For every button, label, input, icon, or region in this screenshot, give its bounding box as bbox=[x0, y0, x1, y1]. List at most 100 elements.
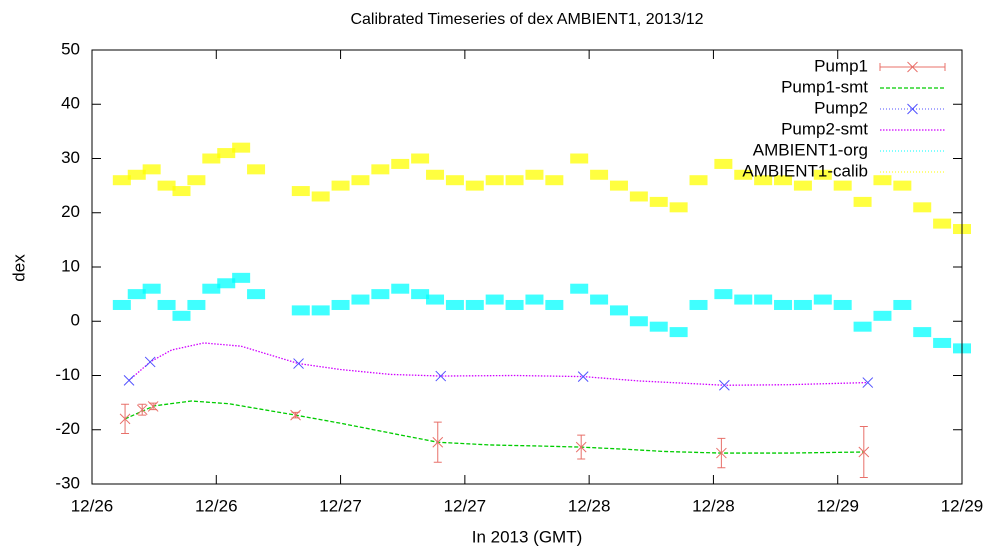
legend-label: Pump1-smt bbox=[781, 77, 868, 96]
data-point bbox=[391, 283, 410, 294]
data-point bbox=[813, 294, 832, 305]
x-tick-label: 12/26 bbox=[71, 496, 114, 515]
data-point bbox=[754, 294, 773, 305]
data-point bbox=[913, 202, 932, 213]
y-tick-label: 0 bbox=[71, 311, 80, 330]
data-point bbox=[187, 175, 206, 186]
data-point-stroke bbox=[147, 401, 159, 412]
x-axis-label: In 2013 (GMT) bbox=[472, 527, 583, 546]
data-point bbox=[351, 294, 370, 305]
data-point bbox=[689, 299, 708, 310]
y-tick-label: 50 bbox=[61, 39, 80, 58]
data-point bbox=[719, 379, 730, 391]
legend-marker bbox=[907, 61, 918, 73]
data-point bbox=[172, 310, 191, 321]
data-point bbox=[435, 370, 447, 382]
data-point bbox=[426, 294, 445, 305]
legend-marker-stroke bbox=[907, 103, 918, 115]
data-point-stroke bbox=[858, 446, 870, 458]
data-point bbox=[716, 447, 727, 459]
data-point bbox=[813, 169, 832, 180]
data-point bbox=[147, 401, 159, 412]
y-tick-label: 20 bbox=[61, 202, 80, 221]
data-point bbox=[371, 289, 390, 300]
data-point-stroke bbox=[435, 370, 447, 382]
data-point-stroke bbox=[716, 447, 727, 459]
data-point bbox=[232, 272, 251, 283]
data-point bbox=[545, 175, 564, 186]
data-point bbox=[247, 289, 266, 300]
data-point bbox=[774, 175, 793, 186]
data-point bbox=[774, 299, 793, 310]
data-point bbox=[172, 186, 191, 197]
data-point bbox=[445, 299, 464, 310]
data-point bbox=[465, 299, 484, 310]
x-tick-label: 12/27 bbox=[319, 496, 362, 515]
data-point bbox=[293, 358, 304, 369]
data-point bbox=[590, 169, 609, 180]
data-point bbox=[445, 175, 464, 186]
data-point bbox=[136, 404, 148, 416]
y-tick-label: -30 bbox=[55, 473, 80, 492]
y-tick-label: 40 bbox=[61, 94, 80, 113]
data-point-stroke bbox=[862, 377, 874, 388]
data-point-stroke bbox=[577, 371, 589, 382]
data-point bbox=[291, 186, 310, 197]
legend-label: AMBIENT1-calib bbox=[742, 161, 868, 180]
data-point bbox=[893, 299, 912, 310]
data-point-stroke bbox=[123, 375, 135, 386]
legend-label: Pump1 bbox=[814, 56, 868, 75]
data-point bbox=[833, 299, 852, 310]
y-tick-label: 10 bbox=[61, 256, 80, 275]
data-point bbox=[734, 294, 753, 305]
data-point bbox=[590, 294, 609, 305]
data-point bbox=[913, 327, 932, 338]
data-point bbox=[793, 299, 812, 310]
data-point bbox=[331, 299, 350, 310]
data-point bbox=[202, 153, 221, 164]
data-point-stroke bbox=[432, 436, 444, 448]
data-point-stroke bbox=[575, 441, 587, 453]
data-point bbox=[291, 305, 310, 316]
data-point bbox=[853, 196, 872, 207]
data-point bbox=[525, 294, 544, 305]
data-point bbox=[734, 169, 753, 180]
y-tick-label: -10 bbox=[55, 365, 80, 384]
data-point-stroke bbox=[136, 404, 148, 416]
data-point bbox=[217, 148, 236, 159]
x-tick-label: 12/29 bbox=[816, 496, 859, 515]
x-tick-label: 12/28 bbox=[692, 496, 735, 515]
data-point bbox=[629, 191, 648, 202]
data-point bbox=[570, 283, 589, 294]
data-point bbox=[689, 175, 708, 186]
data-point bbox=[873, 310, 892, 321]
data-point bbox=[545, 299, 564, 310]
data-point bbox=[127, 289, 146, 300]
data-point bbox=[432, 436, 444, 448]
data-point bbox=[609, 180, 628, 191]
data-point bbox=[714, 289, 733, 300]
data-point bbox=[793, 180, 812, 191]
data-point bbox=[142, 283, 161, 294]
data-point bbox=[290, 409, 301, 421]
data-point bbox=[411, 153, 430, 164]
data-point bbox=[893, 180, 912, 191]
data-point bbox=[933, 337, 952, 348]
x-tick-label: 12/27 bbox=[444, 496, 487, 515]
y-tick-label: 30 bbox=[61, 148, 80, 167]
data-point bbox=[112, 175, 131, 186]
data-point bbox=[485, 175, 504, 186]
data-point bbox=[873, 175, 892, 186]
data-point bbox=[649, 321, 668, 332]
legend-marker bbox=[907, 103, 918, 115]
data-point bbox=[426, 169, 445, 180]
data-point bbox=[505, 175, 524, 186]
data-point bbox=[858, 446, 870, 458]
data-point-stroke bbox=[119, 413, 131, 425]
data-point bbox=[833, 180, 852, 191]
data-point bbox=[853, 321, 872, 332]
data-point bbox=[669, 327, 688, 338]
y-tick-label: -20 bbox=[55, 419, 80, 438]
data-point bbox=[669, 202, 688, 213]
